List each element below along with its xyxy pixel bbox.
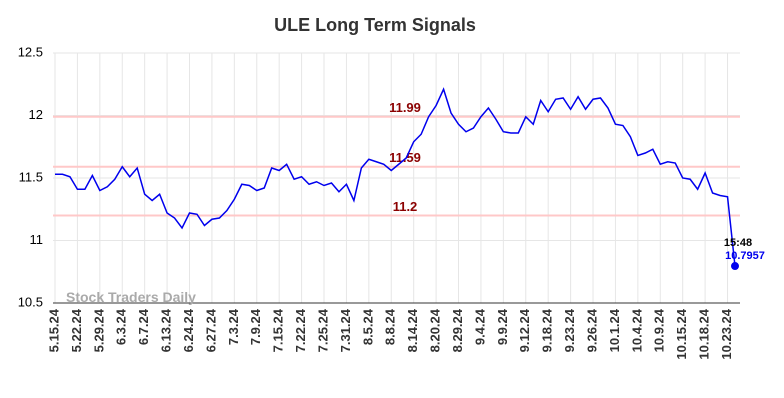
y-tick-label: 11 xyxy=(30,232,44,247)
y-tick-label: 12 xyxy=(29,107,43,122)
level-label: 11.59 xyxy=(389,150,421,165)
x-tick-label: 7.22.24 xyxy=(293,308,308,352)
level-label: 11.2 xyxy=(393,199,418,214)
last-point xyxy=(731,262,739,271)
x-tick-label: 8.8.24 xyxy=(383,308,398,345)
x-tick-label: 9.12.24 xyxy=(517,308,532,352)
x-tick-label: 9.9.24 xyxy=(495,308,510,345)
x-tick-label: 7.3.24 xyxy=(226,308,241,345)
x-tick-label: 10.23.24 xyxy=(719,308,734,359)
x-tick-label: 6.24.24 xyxy=(181,308,196,352)
x-tick-label: 5.22.24 xyxy=(69,308,84,352)
chart-title: ULE Long Term Signals xyxy=(274,15,476,35)
x-tick-label: 10.18.24 xyxy=(697,308,712,359)
x-tick-label: 9.26.24 xyxy=(584,308,599,352)
x-tick-label: 8.20.24 xyxy=(428,308,443,352)
x-tick-label: 9.4.24 xyxy=(472,308,487,345)
x-tick-label: 7.25.24 xyxy=(315,308,330,352)
y-tick-label: 10.5 xyxy=(18,294,43,309)
x-tick-label: 6.7.24 xyxy=(136,308,151,345)
x-tick-label: 7.31.24 xyxy=(338,308,353,352)
x-tick-label: 10.4.24 xyxy=(629,308,644,352)
x-tick-label: 8.29.24 xyxy=(450,308,465,352)
level-label: 11.99 xyxy=(389,100,421,115)
last-time: 15:48 xyxy=(724,237,752,249)
x-tick-label: 9.23.24 xyxy=(562,308,577,352)
x-tick-label: 7.15.24 xyxy=(271,308,286,352)
x-tick-label: 9.18.24 xyxy=(540,308,555,352)
x-tick-label: 7.9.24 xyxy=(248,308,263,345)
x-tick-label: 10.15.24 xyxy=(674,308,689,359)
x-tick-label: 6.3.24 xyxy=(114,308,129,345)
x-tick-label: 8.5.24 xyxy=(360,308,375,345)
x-tick-label: 5.29.24 xyxy=(91,308,106,352)
price-line xyxy=(55,87,736,267)
x-tick-label: 6.27.24 xyxy=(203,308,218,352)
x-tick-label: 8.14.24 xyxy=(405,308,420,352)
watermark: Stock Traders Daily xyxy=(66,289,196,305)
last-value: 10.7957 xyxy=(725,250,765,262)
x-tick-label: 6.13.24 xyxy=(159,308,174,352)
x-tick-label: 10.9.24 xyxy=(652,308,667,352)
y-tick-label: 11.5 xyxy=(19,169,43,184)
x-tick-label: 5.15.24 xyxy=(46,308,61,352)
y-tick-label: 12.5 xyxy=(18,44,43,59)
x-tick-label: 10.1.24 xyxy=(607,308,622,352)
